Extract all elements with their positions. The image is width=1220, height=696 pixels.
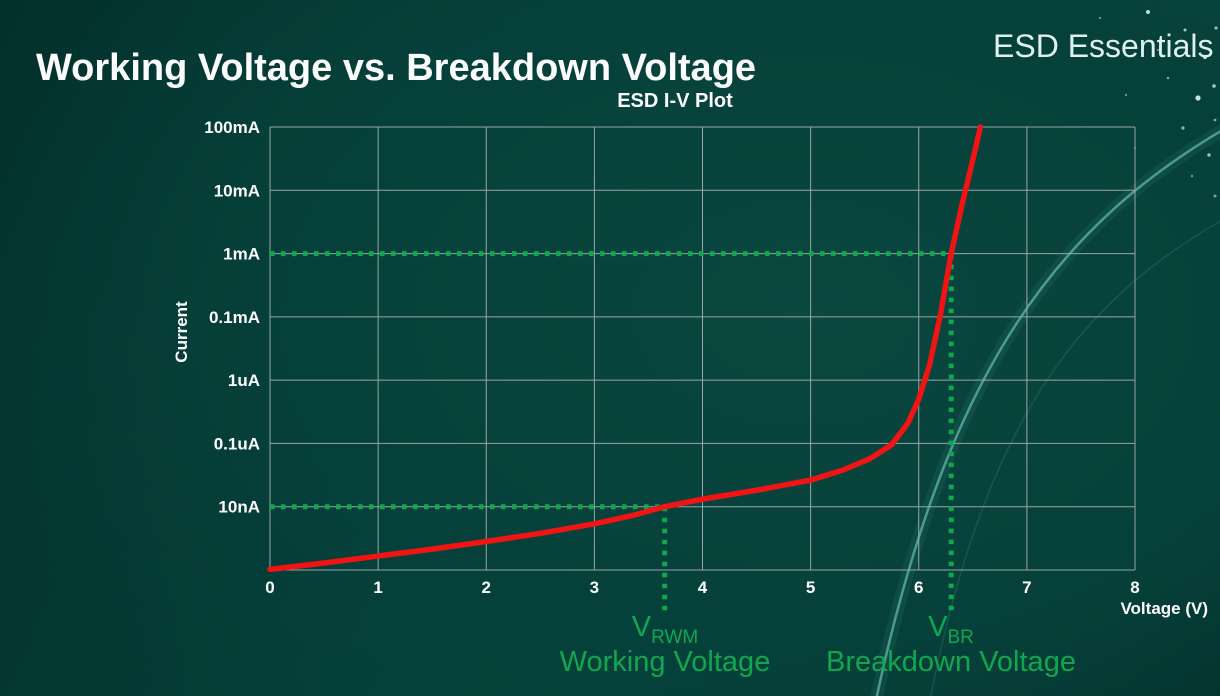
y-tick-label: 10mA	[214, 181, 260, 200]
working-voltage-caption: Working Voltage	[559, 646, 771, 678]
chart-title: ESD I-V Plot	[617, 90, 733, 112]
x-tick-label: 4	[698, 578, 708, 597]
y-tick-label: 0.1mA	[209, 308, 260, 327]
x-tick-label: 5	[806, 578, 815, 597]
x-tick-label: 1	[373, 578, 382, 597]
iv-curve	[267, 124, 984, 573]
y-axis-title: Current	[172, 301, 191, 363]
vrwm-subscript: RWM	[651, 626, 699, 648]
brand-label: ESD Essentials	[993, 28, 1214, 64]
vbr-symbol: V	[928, 611, 948, 643]
x-tick-label: 6	[914, 578, 923, 597]
x-tick-label: 7	[1022, 578, 1031, 597]
y-tick-label: 1uA	[228, 371, 260, 390]
breakdown-voltage-caption: Breakdown Voltage	[826, 646, 1076, 678]
x-tick-label: 8	[1130, 578, 1139, 597]
page-title: Working Voltage vs. Breakdown Voltage	[36, 47, 757, 90]
x-tick-label: 0	[265, 578, 274, 597]
vbr-label: VBR	[851, 611, 1051, 649]
vbr-subscript: BR	[947, 626, 974, 648]
y-tick-label: 0.1uA	[214, 434, 260, 453]
y-tick-label: 100mA	[204, 118, 260, 137]
vrwm-label: VRWM	[565, 611, 765, 649]
y-tick-label: 10nA	[218, 498, 260, 517]
x-axis-title: Voltage (V)	[1120, 599, 1208, 618]
x-tick-label: 2	[482, 578, 491, 597]
vrwm-symbol: V	[631, 611, 652, 643]
y-tick-label: 1mA	[223, 245, 260, 264]
x-tick-label: 3	[590, 578, 599, 597]
